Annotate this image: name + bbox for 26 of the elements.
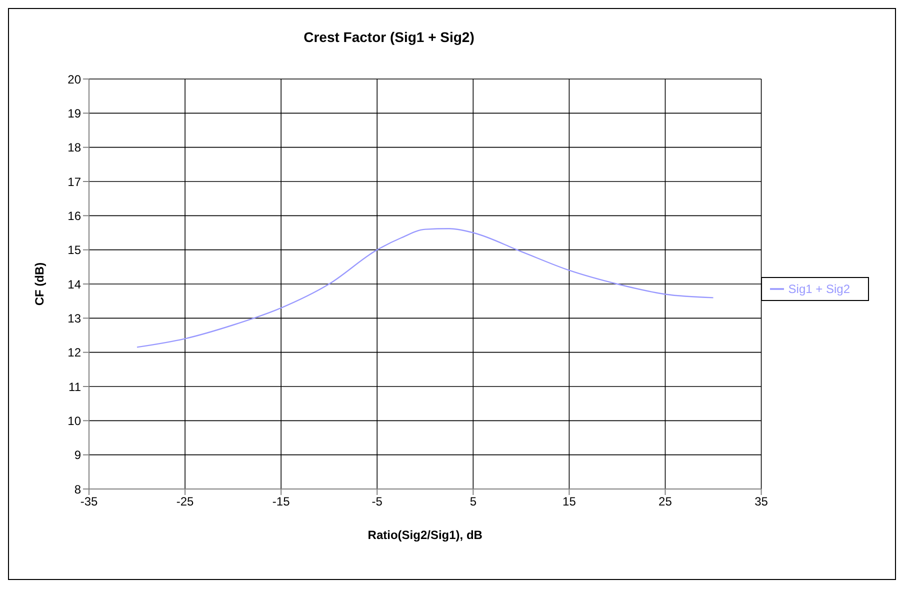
- y-tick-label: 11: [68, 380, 82, 394]
- x-tick-label: -15: [272, 494, 290, 509]
- y-tick-label: 15: [68, 243, 82, 258]
- y-tick-label: 13: [68, 311, 82, 326]
- x-tick-label: -35: [80, 494, 98, 509]
- x-tick-label: -5: [372, 494, 383, 509]
- y-tick-label: 16: [68, 208, 82, 223]
- y-tick-label: 17: [68, 174, 82, 189]
- y-tick-label: 19: [68, 106, 82, 120]
- y-tick-label: 20: [68, 72, 82, 86]
- y-tick-label: 14: [68, 277, 82, 292]
- y-tick-label: 10: [68, 414, 82, 428]
- x-axis-title: Ratio(Sig2/Sig1), dB: [368, 528, 483, 542]
- x-tick-label: 15: [562, 494, 576, 509]
- y-tick-label: 12: [68, 346, 82, 360]
- y-tick-label: 9: [74, 448, 82, 462]
- x-tick-label: -25: [176, 494, 194, 509]
- chart-title: Crest Factor (Sig1 + Sig2): [302, 29, 476, 45]
- x-tick-label: 35: [754, 494, 768, 509]
- line-series: [136, 228, 714, 348]
- x-tick-label: 5: [470, 494, 477, 509]
- y-tick-label: 8: [74, 482, 82, 496]
- y-axis-title: CF (dB): [32, 262, 46, 306]
- x-tick-label: 25: [658, 494, 672, 509]
- y-tick-label: 18: [68, 140, 82, 155]
- legend-label: Sig1 + Sig2: [788, 282, 850, 296]
